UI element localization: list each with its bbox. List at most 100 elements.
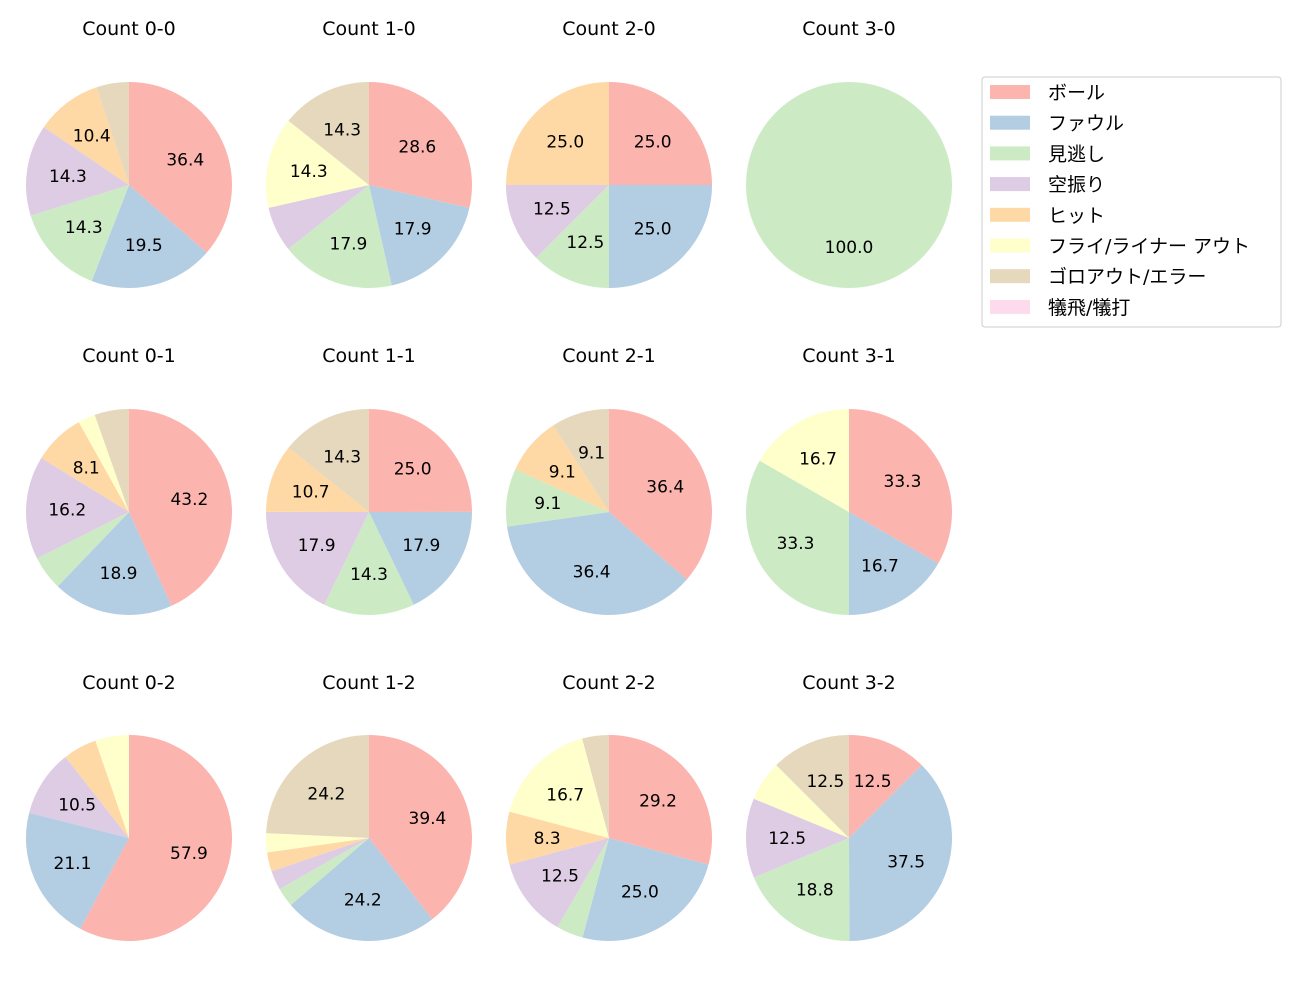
pie-slice [95, 735, 129, 838]
slice-label: 16.7 [861, 556, 899, 576]
pie-slice [609, 735, 713, 865]
slice-label: 17.9 [394, 220, 432, 240]
pie-slice [78, 414, 129, 512]
pie-slice [509, 738, 609, 838]
slice-label: 17.9 [330, 234, 368, 254]
pie-slice [849, 735, 922, 838]
pie-slice [506, 185, 609, 258]
legend-label: ボール [1048, 82, 1105, 104]
slice-label: 16.7 [546, 785, 584, 805]
pie-slice [266, 833, 369, 853]
slice-label: 37.5 [887, 853, 925, 873]
slice-label: 14.3 [290, 162, 328, 182]
pie-title: Count 0-1 [82, 345, 176, 367]
pie-slice [582, 735, 609, 838]
pie-slice [557, 838, 609, 938]
pie-slice [369, 185, 470, 286]
slice-label: 29.2 [639, 791, 677, 811]
pie-count-3-1: Count 3-1 33.3 16.7 33.3 16.7 [746, 345, 953, 615]
pie-title: Count 1-0 [322, 18, 416, 40]
pie-slice [290, 838, 433, 941]
slice-label: 100.0 [825, 238, 874, 258]
slice-label: 17.9 [298, 536, 336, 556]
pie-slice [268, 185, 369, 249]
legend-swatch [990, 207, 1030, 222]
pie-slice [753, 765, 849, 838]
pie-slice [369, 82, 472, 208]
pie-slice [507, 512, 687, 616]
pie-title: Count 3-0 [802, 18, 896, 40]
slice-label: 12.5 [566, 233, 604, 253]
pie-slice [288, 409, 369, 512]
slice-label: 14.3 [350, 565, 388, 585]
pie-slice [369, 409, 472, 512]
pie-slice [509, 838, 609, 928]
pie-count-1-0: Count 1-0 28.6 17.9 17.9 14.3 14.3 [266, 18, 472, 289]
slice-label: 14.3 [65, 218, 103, 238]
pie-title: Count 1-1 [322, 345, 416, 367]
slice-label: 25.0 [546, 132, 584, 152]
pie-slice [65, 740, 129, 838]
legend-swatch [990, 177, 1030, 192]
pie-slice [267, 838, 369, 872]
slice-label: 16.7 [799, 450, 837, 470]
pie-slice [582, 838, 709, 942]
pie-slice [266, 735, 369, 838]
slice-label: 12.5 [854, 772, 892, 792]
pie-slice [369, 511, 473, 605]
legend-swatch [990, 115, 1030, 130]
pie-slice [745, 798, 849, 878]
pie-title: Count 1-2 [322, 672, 416, 694]
pie-count-2-1: Count 2-136.436.49.19.19.1 [506, 345, 713, 616]
pie-title: Count 3-1 [802, 345, 896, 367]
pie-slice [271, 838, 369, 890]
pie-slice [753, 838, 850, 941]
slice-label: 57.9 [170, 844, 208, 864]
pie-slice [43, 87, 129, 185]
pie-slice [129, 82, 232, 253]
pie-slice [369, 735, 472, 920]
slice-label: 12.5 [533, 200, 571, 220]
pie-slice [94, 409, 129, 512]
pie-count-0-1: Count 0-1 43.2 18.9 16.2 8.1 [26, 345, 232, 615]
pie-title: Count 0-2 [82, 672, 176, 694]
slice-label: 36.4 [166, 150, 204, 170]
slice-label: 21.1 [54, 854, 92, 874]
slice-label: 14.3 [323, 120, 361, 140]
pie-title: Count 2-1 [562, 345, 656, 367]
slice-label: 25.0 [634, 220, 672, 240]
slice-label: 18.8 [796, 880, 834, 900]
slice-label: 33.3 [777, 534, 815, 554]
legend-label: 見逃し [1048, 143, 1105, 165]
slice-label: 33.3 [884, 472, 922, 492]
legend-label: 犠飛/犠打 [1048, 297, 1130, 319]
pie-slice [129, 409, 232, 606]
legend-swatch [990, 146, 1030, 161]
slice-label: 25.0 [394, 459, 432, 479]
slice-label: 16.2 [48, 500, 86, 520]
slice-label: 36.4 [573, 562, 611, 582]
slice-label: 10.4 [73, 127, 111, 147]
slice-label: 10.7 [292, 483, 330, 503]
pie-title: Count 2-2 [562, 672, 656, 694]
pie-slice [266, 120, 369, 208]
pie-title: Count 2-0 [562, 18, 656, 40]
pie-slice [80, 735, 232, 941]
pie-count-0-0: Count 0-0 36.4 19.5 14.3 14.3 10.4 [26, 18, 232, 288]
pie-slice [506, 469, 609, 527]
slice-label: 24.2 [344, 890, 382, 910]
pie-slice [30, 185, 129, 282]
pie-title: Count 0-0 [82, 18, 176, 40]
slice-label: 12.5 [541, 867, 579, 887]
pie-slice [536, 185, 609, 288]
slice-label: 12.5 [806, 772, 844, 792]
pie-slice [849, 409, 953, 564]
pie-count-2-0: Count 2-0 25.0 25.0 12.5 12.5 25.0 [506, 18, 712, 288]
pie-slice [746, 82, 952, 288]
legend-swatch [990, 85, 1030, 99]
slice-label: 14.3 [323, 447, 361, 467]
pie-slice [26, 812, 130, 929]
legend-label: ゴロアウト/エラー [1048, 266, 1206, 288]
pie-slice [776, 735, 849, 838]
legend-label: ヒット [1048, 205, 1105, 227]
